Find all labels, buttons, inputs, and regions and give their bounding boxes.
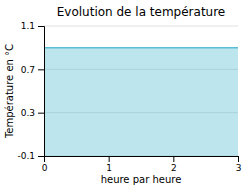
axis-line	[38, 27, 45, 157]
tick: 1.1	[21, 21, 44, 31]
tick-mark	[38, 113, 44, 114]
tick-label: 0.3	[21, 108, 35, 118]
grid-line	[44, 26, 238, 27]
grid	[44, 26, 238, 156]
tick-mark	[109, 156, 110, 162]
plot-area: 0 1 2 3 -0.1 0.3 0.7 1.1	[17, 21, 241, 173]
tick: -0.1	[17, 151, 44, 161]
tick: 0	[42, 156, 48, 173]
line	[44, 47, 238, 49]
tick-mark	[38, 156, 44, 157]
tick: 1	[106, 156, 112, 173]
axis-line	[45, 157, 239, 163]
area	[44, 48, 238, 156]
tick-mark	[238, 156, 239, 162]
tick-mark	[173, 156, 174, 162]
tick-label: 0	[42, 163, 48, 173]
tick-label: -0.1	[17, 151, 35, 161]
tick-label: 1.1	[21, 21, 35, 31]
tick: 2	[171, 156, 177, 173]
x-axis: 0 1 2 3	[42, 156, 242, 173]
tick-label: 0.7	[21, 65, 35, 75]
tick: 3	[236, 156, 242, 173]
tick-label: 3	[236, 163, 242, 173]
data	[44, 48, 238, 156]
tick-mark	[38, 69, 44, 70]
y-axis: -0.1 0.3 0.7 1.1	[17, 21, 44, 161]
tick: 0.3	[21, 108, 44, 118]
y-axis-title: Température en °C	[4, 44, 15, 139]
title: Evolution de la température	[57, 5, 226, 19]
tick-mark	[38, 26, 44, 27]
tick: 0.7	[21, 65, 44, 75]
tick-label: 1	[106, 163, 112, 173]
x-axis-title: heure par heure	[101, 174, 182, 185]
chart: 0 1 2 3 -0.1 0.3 0.7 1.1 Evolution de la tempéra…	[0, 0, 250, 188]
tick-label: 2	[171, 163, 177, 173]
